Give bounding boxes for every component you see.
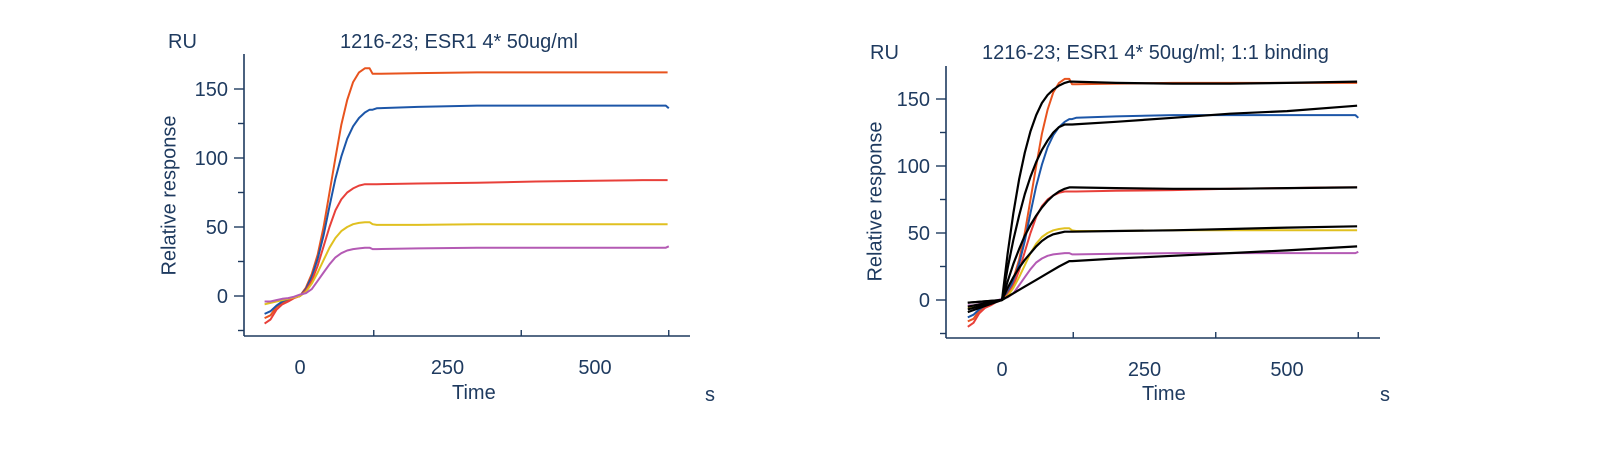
y-tick-label: 100	[897, 156, 930, 178]
fit-curve-8	[967, 225, 1358, 311]
chart-left: 0 50 100 150 0 250 500	[195, 54, 690, 379]
series-line-1	[264, 104, 670, 315]
y-unit-label: RU	[870, 42, 899, 64]
y-tick-label: 50	[908, 223, 930, 245]
x-tick-label: 0	[294, 357, 305, 379]
fit-curve-7	[967, 186, 1358, 308]
series-line-3	[967, 227, 1358, 309]
fit-curve-5	[967, 80, 1358, 304]
chart-panel-right: 0 50 100 150 0 250 500 RU 1216-23; ESR1 4* 50u…	[800, 0, 1600, 451]
y-axis-label: Relative response	[158, 115, 181, 276]
x-tick-label: 500	[578, 357, 611, 379]
y-tick-label: 150	[195, 79, 228, 101]
fit-curve-6	[967, 104, 1358, 304]
y-tick-label: 100	[195, 148, 228, 170]
x-axis-label: Time	[1142, 383, 1186, 405]
chart-title: 1216-23; ESR1 4* 50ug/ml; 1:1 binding	[982, 42, 1329, 64]
chart-title: 1216-23; ESR1 4* 50ug/ml	[340, 31, 578, 53]
series-line-4	[264, 245, 670, 303]
y-tick-label: 0	[217, 286, 228, 308]
chart-right: 0 50 100 150 0 250 500	[897, 66, 1380, 381]
y-unit-label: RU	[168, 31, 197, 53]
y-tick-label: 0	[919, 290, 930, 312]
x-tick-label: 0	[996, 359, 1007, 381]
x-unit-label: s	[705, 384, 715, 406]
x-tick-label: 250	[431, 357, 464, 379]
fit-curve-9	[967, 245, 1358, 314]
y-axis-label: Relative response	[864, 121, 887, 282]
series-line-2	[264, 179, 668, 325]
x-axis-label: Time	[452, 382, 496, 404]
x-tick-label: 250	[1128, 359, 1161, 381]
y-tick-label: 50	[206, 217, 228, 239]
chart-panel-left: 0 50 100 150 0 250 500 RU 1216-23; ESR1 4* 50u…	[158, 31, 716, 406]
series-line-3	[264, 221, 668, 306]
x-unit-label: s	[1380, 384, 1390, 406]
y-tick-label: 150	[897, 89, 930, 111]
x-tick-label: 500	[1270, 359, 1303, 381]
